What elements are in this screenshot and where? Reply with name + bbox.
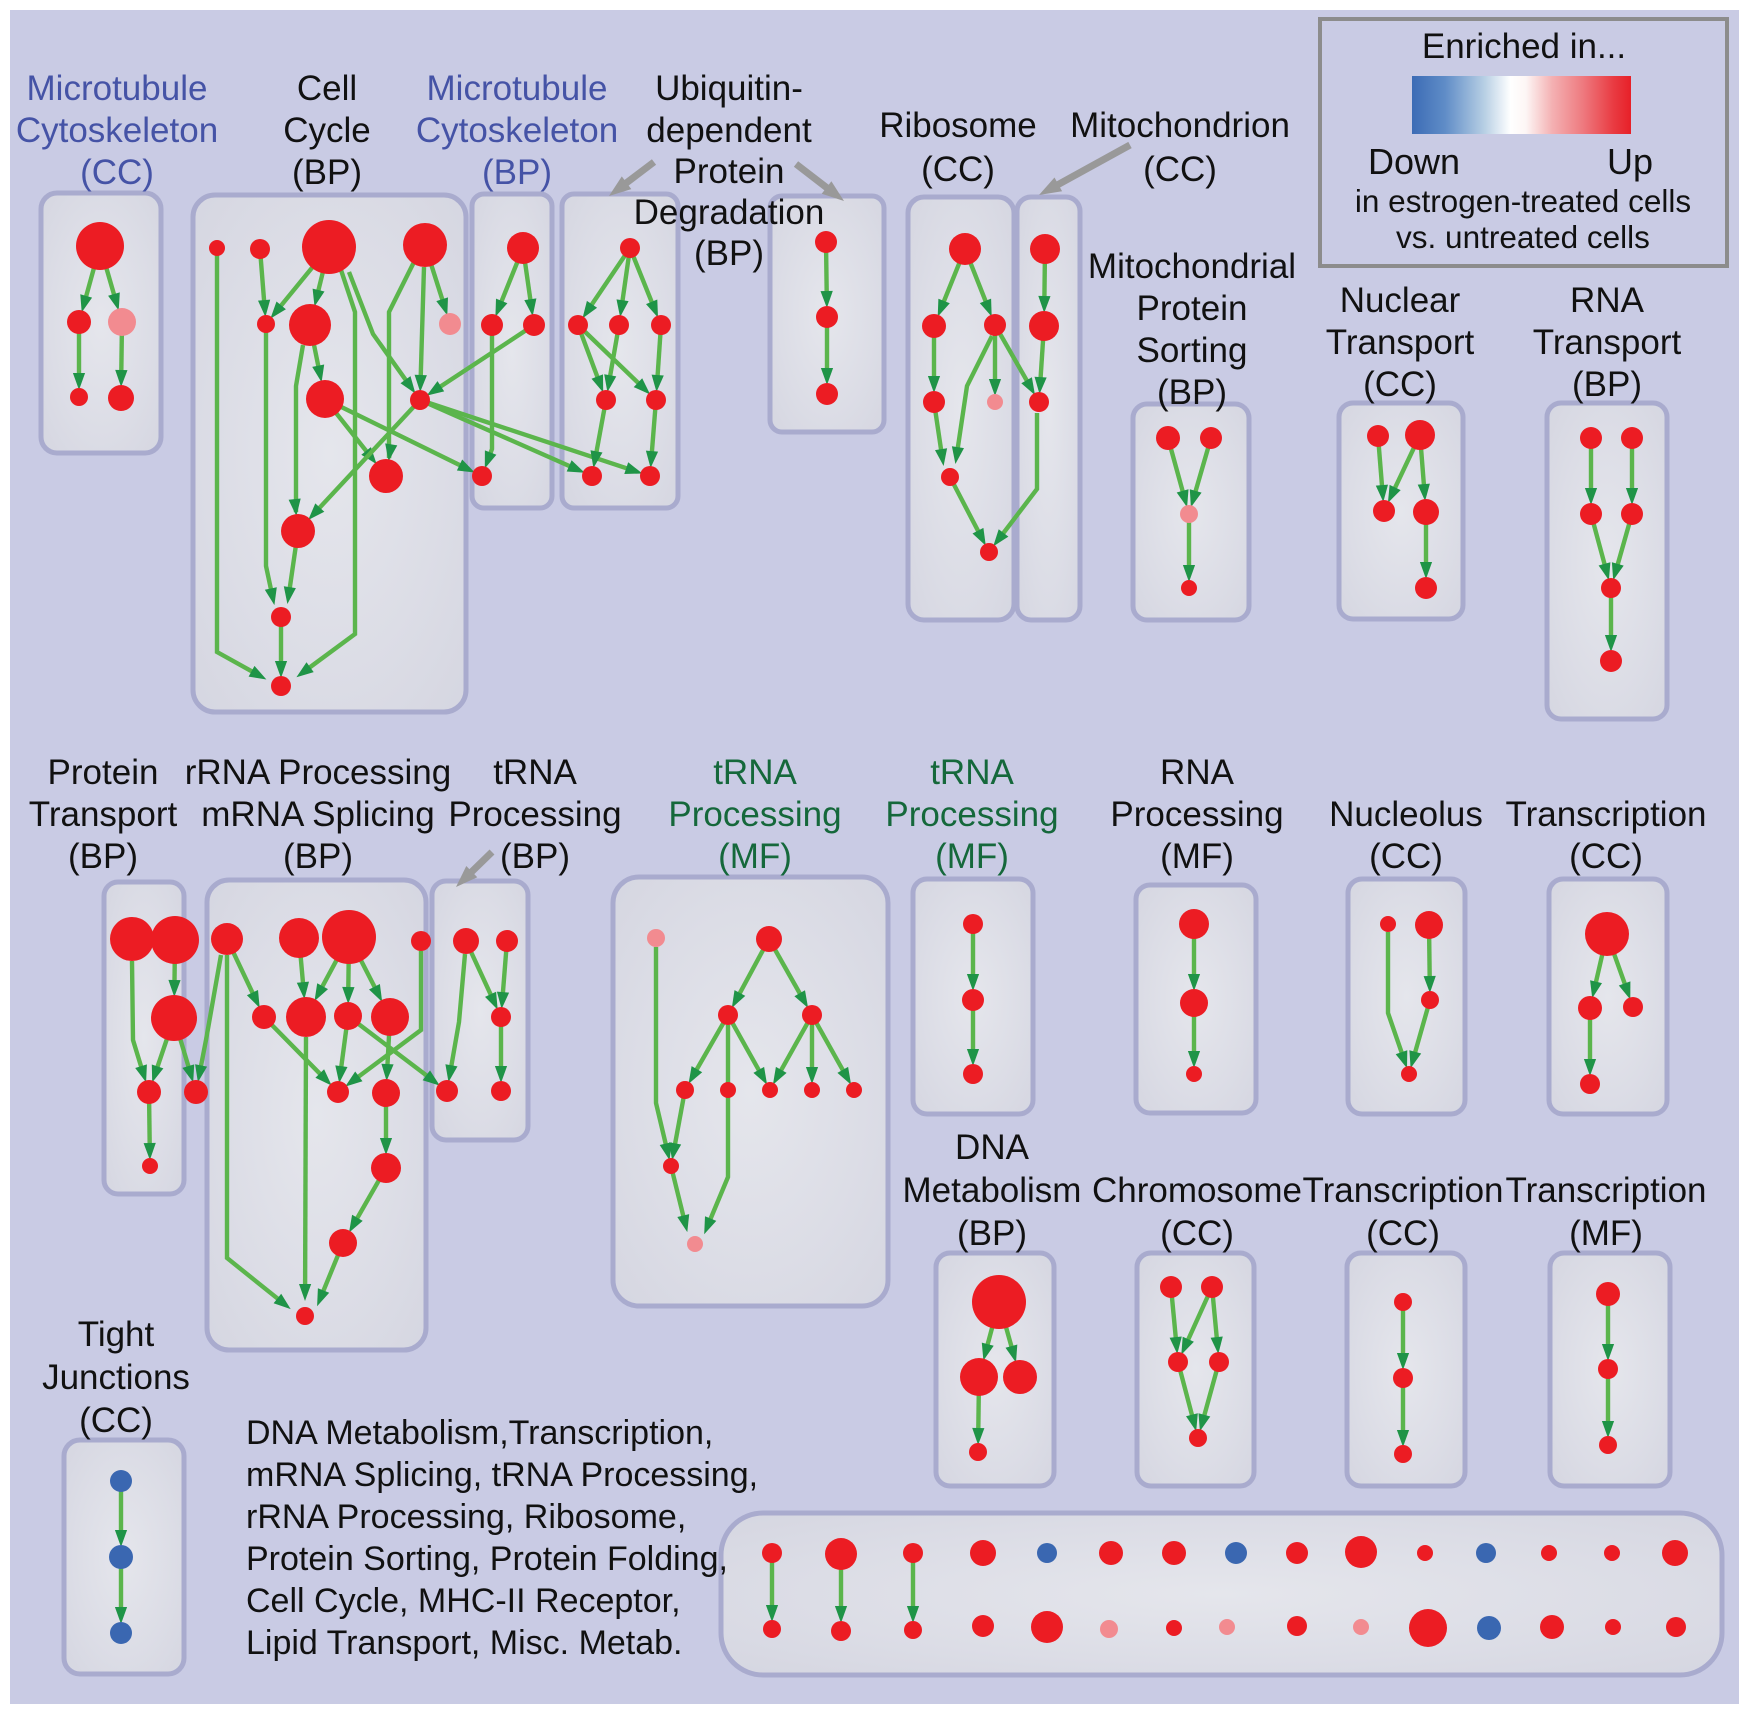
svg-text:(CC): (CC) bbox=[1569, 837, 1643, 876]
svg-text:tRNA: tRNA bbox=[713, 753, 797, 792]
svg-text:Cell: Cell bbox=[297, 69, 357, 108]
svg-text:Processing: Processing bbox=[668, 795, 841, 834]
svg-text:Chromosome: Chromosome bbox=[1092, 1171, 1302, 1210]
svg-text:RNA: RNA bbox=[1160, 753, 1235, 792]
svg-text:Protein Sorting, Protein Foldi: Protein Sorting, Protein Folding, bbox=[246, 1540, 728, 1578]
svg-text:Transcription: Transcription bbox=[1506, 1171, 1707, 1210]
svg-text:Up: Up bbox=[1607, 141, 1653, 182]
svg-text:Protein: Protein bbox=[48, 753, 159, 792]
svg-text:(CC): (CC) bbox=[1366, 1214, 1440, 1253]
svg-text:(BP): (BP) bbox=[694, 234, 764, 273]
svg-text:vs. untreated cells: vs. untreated cells bbox=[1396, 219, 1650, 255]
svg-text:Transport: Transport bbox=[29, 795, 178, 834]
svg-text:rRNA Processing: rRNA Processing bbox=[185, 753, 451, 792]
svg-text:(CC): (CC) bbox=[79, 1401, 153, 1440]
svg-text:(CC): (CC) bbox=[1160, 1214, 1234, 1253]
svg-text:(BP): (BP) bbox=[482, 153, 552, 192]
svg-text:(BP): (BP) bbox=[957, 1214, 1027, 1253]
svg-text:(BP): (BP) bbox=[1572, 365, 1642, 404]
svg-text:(BP): (BP) bbox=[68, 837, 138, 876]
svg-text:Cycle: Cycle bbox=[283, 111, 371, 150]
svg-text:Ubiquitin-: Ubiquitin- bbox=[655, 69, 803, 108]
svg-text:in estrogen-treated cells: in estrogen-treated cells bbox=[1355, 183, 1691, 219]
svg-text:DNA: DNA bbox=[955, 1128, 1030, 1167]
svg-text:Degradation: Degradation bbox=[634, 193, 825, 232]
svg-text:(CC): (CC) bbox=[1143, 150, 1217, 189]
svg-text:(BP): (BP) bbox=[500, 837, 570, 876]
svg-text:(BP): (BP) bbox=[283, 837, 353, 876]
svg-text:Mitochondrial: Mitochondrial bbox=[1088, 247, 1296, 286]
svg-text:(BP): (BP) bbox=[292, 153, 362, 192]
svg-text:Nucleolus: Nucleolus bbox=[1329, 795, 1483, 834]
svg-text:Protein: Protein bbox=[1137, 289, 1248, 328]
svg-text:Metabolism: Metabolism bbox=[903, 1171, 1082, 1210]
svg-text:Down: Down bbox=[1368, 141, 1460, 182]
svg-text:dependent: dependent bbox=[646, 111, 812, 150]
svg-text:rRNA Processing, Ribosome,: rRNA Processing, Ribosome, bbox=[246, 1498, 686, 1536]
svg-text:Tight: Tight bbox=[78, 1315, 155, 1354]
svg-text:Junctions: Junctions bbox=[42, 1358, 190, 1397]
svg-text:(MF): (MF) bbox=[718, 837, 792, 876]
svg-text:(CC): (CC) bbox=[80, 153, 154, 192]
svg-text:Cytoskeleton: Cytoskeleton bbox=[416, 111, 618, 150]
svg-text:tRNA: tRNA bbox=[493, 753, 577, 792]
svg-text:Processing: Processing bbox=[885, 795, 1058, 834]
svg-text:mRNA Splicing, tRNA Processing: mRNA Splicing, tRNA Processing, bbox=[246, 1456, 758, 1494]
svg-text:(CC): (CC) bbox=[921, 150, 995, 189]
svg-text:(CC): (CC) bbox=[1363, 365, 1437, 404]
svg-text:Processing: Processing bbox=[448, 795, 621, 834]
svg-text:DNA Metabolism,Transcription,: DNA Metabolism,Transcription, bbox=[246, 1414, 713, 1452]
svg-text:Processing: Processing bbox=[1110, 795, 1283, 834]
svg-text:Protein: Protein bbox=[674, 152, 785, 191]
svg-text:RNA: RNA bbox=[1570, 281, 1645, 320]
svg-text:Enriched in...: Enriched in... bbox=[1422, 27, 1626, 66]
svg-text:tRNA: tRNA bbox=[930, 753, 1014, 792]
svg-text:Microtubule: Microtubule bbox=[427, 69, 608, 108]
svg-text:(MF): (MF) bbox=[1569, 1214, 1643, 1253]
svg-text:Cytoskeleton: Cytoskeleton bbox=[16, 111, 218, 150]
svg-text:Transport: Transport bbox=[1533, 323, 1682, 362]
svg-text:Microtubule: Microtubule bbox=[27, 69, 208, 108]
svg-text:Transcription: Transcription bbox=[1506, 795, 1707, 834]
svg-text:Lipid Transport, Misc. Metab.: Lipid Transport, Misc. Metab. bbox=[246, 1624, 683, 1662]
svg-text:(MF): (MF) bbox=[935, 837, 1009, 876]
svg-text:Transport: Transport bbox=[1326, 323, 1475, 362]
svg-text:(MF): (MF) bbox=[1160, 837, 1234, 876]
svg-text:Ribosome: Ribosome bbox=[879, 106, 1037, 145]
svg-text:Mitochondrion: Mitochondrion bbox=[1070, 106, 1290, 145]
svg-text:Cell Cycle, MHC-II Receptor,: Cell Cycle, MHC-II Receptor, bbox=[246, 1582, 681, 1620]
svg-text:mRNA Splicing: mRNA Splicing bbox=[201, 795, 434, 834]
svg-text:(CC): (CC) bbox=[1369, 837, 1443, 876]
svg-text:Transcription: Transcription bbox=[1303, 1171, 1504, 1210]
svg-text:Nuclear: Nuclear bbox=[1340, 281, 1461, 320]
svg-text:(BP): (BP) bbox=[1157, 373, 1227, 412]
svg-text:Sorting: Sorting bbox=[1137, 331, 1248, 370]
